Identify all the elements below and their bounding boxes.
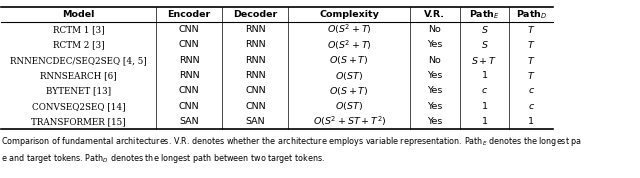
Text: Path$_E$: Path$_E$ xyxy=(469,8,500,21)
Text: $c$: $c$ xyxy=(528,102,535,111)
Text: RNN: RNN xyxy=(245,25,266,34)
Text: $c$: $c$ xyxy=(528,87,535,95)
Text: $T$: $T$ xyxy=(527,40,536,51)
Text: 1: 1 xyxy=(481,117,488,126)
Text: Yes: Yes xyxy=(427,102,442,111)
Text: CNN: CNN xyxy=(179,87,200,95)
Text: CNN: CNN xyxy=(179,25,200,34)
Text: No: No xyxy=(428,56,441,65)
Text: CNN: CNN xyxy=(245,102,266,111)
Text: Model: Model xyxy=(63,10,95,19)
Text: $O(ST)$: $O(ST)$ xyxy=(335,70,363,82)
Text: $O(S^2+T)$: $O(S^2+T)$ xyxy=(327,38,372,52)
Text: $O(S^2+T)$: $O(S^2+T)$ xyxy=(327,23,372,36)
Text: Decoder: Decoder xyxy=(233,10,278,19)
Text: SAN: SAN xyxy=(179,117,199,126)
Text: Yes: Yes xyxy=(427,117,442,126)
Text: 1: 1 xyxy=(481,102,488,111)
Text: Yes: Yes xyxy=(427,71,442,80)
Text: $c$: $c$ xyxy=(481,87,488,95)
Text: Comparison of fundamental architectures. V.R. denotes whether the architecture e: Comparison of fundamental architectures.… xyxy=(1,135,582,148)
Text: No: No xyxy=(428,25,441,34)
Text: $S$: $S$ xyxy=(481,24,488,35)
Text: Encoder: Encoder xyxy=(168,10,211,19)
Text: CNN: CNN xyxy=(179,40,200,49)
Text: SAN: SAN xyxy=(246,117,265,126)
Text: RNN: RNN xyxy=(245,71,266,80)
Text: RNN: RNN xyxy=(179,71,200,80)
Text: 1: 1 xyxy=(529,117,534,126)
Text: BYTENET [13]: BYTENET [13] xyxy=(46,87,111,95)
Text: RNNSEARCH [6]: RNNSEARCH [6] xyxy=(40,71,117,80)
Text: Complexity: Complexity xyxy=(319,10,379,19)
Text: CONVSEQ2SEQ [14]: CONVSEQ2SEQ [14] xyxy=(32,102,125,111)
Text: RNN: RNN xyxy=(179,56,200,65)
Text: $T$: $T$ xyxy=(527,55,536,66)
Text: $T$: $T$ xyxy=(527,24,536,35)
Text: Path$_D$: Path$_D$ xyxy=(516,8,547,21)
Text: $S$: $S$ xyxy=(481,40,488,51)
Text: $S+T$: $S+T$ xyxy=(472,55,497,66)
Text: $O(S+T)$: $O(S+T)$ xyxy=(330,54,369,66)
Text: RNN: RNN xyxy=(245,40,266,49)
Text: $O(S+T)$: $O(S+T)$ xyxy=(330,85,369,97)
Text: RNNENCDEC/SEQ2SEQ [4, 5]: RNNENCDEC/SEQ2SEQ [4, 5] xyxy=(10,56,147,65)
Text: RCTM 1 [3]: RCTM 1 [3] xyxy=(53,25,104,34)
Text: 1: 1 xyxy=(481,71,488,80)
Text: Yes: Yes xyxy=(427,40,442,49)
Text: TRANSFORMER [15]: TRANSFORMER [15] xyxy=(31,117,126,126)
Text: Yes: Yes xyxy=(427,87,442,95)
Text: RNN: RNN xyxy=(245,56,266,65)
Text: V.R.: V.R. xyxy=(424,10,445,19)
Text: RCTM 2 [3]: RCTM 2 [3] xyxy=(53,40,104,49)
Text: $O(S^2+ST+T^2)$: $O(S^2+ST+T^2)$ xyxy=(312,115,386,129)
Text: e and target tokens. Path$_D$ denotes the longest path between two target tokens: e and target tokens. Path$_D$ denotes th… xyxy=(1,152,325,165)
Text: $O(ST)$: $O(ST)$ xyxy=(335,100,363,112)
Text: $T$: $T$ xyxy=(527,70,536,81)
Text: CNN: CNN xyxy=(245,87,266,95)
Text: CNN: CNN xyxy=(179,102,200,111)
